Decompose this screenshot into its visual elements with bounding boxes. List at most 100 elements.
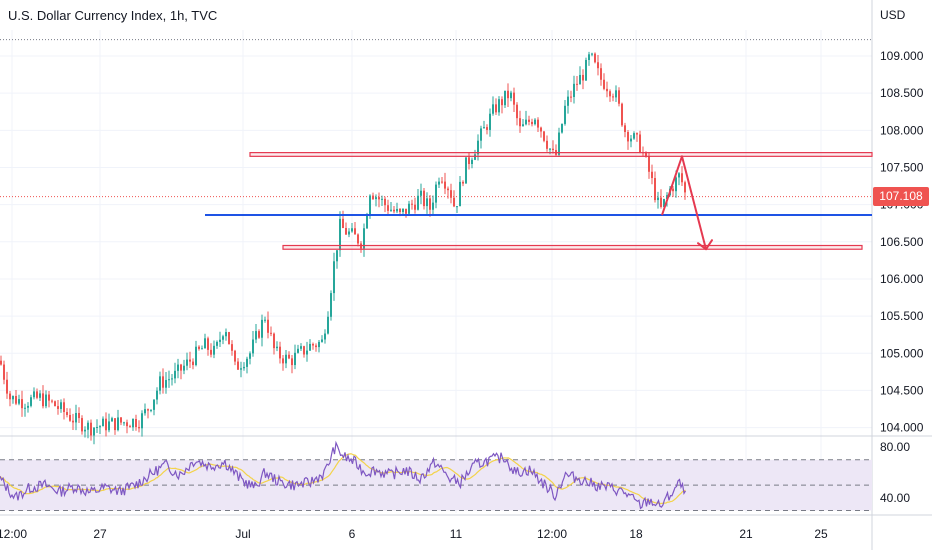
candle-body (321, 339, 323, 342)
candle-body (630, 138, 632, 142)
rsi-tick-label: 80.00 (880, 440, 910, 454)
candle-body (165, 380, 167, 388)
candle-body (528, 119, 530, 122)
time-tick-label: 27 (93, 527, 107, 541)
candle-body (57, 406, 59, 409)
candle-body (267, 319, 269, 333)
candle-body (309, 343, 311, 351)
candle-body (348, 231, 350, 235)
candle-body (177, 364, 179, 371)
candle-body (180, 364, 182, 371)
candle-body (564, 105, 566, 124)
candle-body (654, 178, 656, 201)
candle-body (135, 418, 137, 428)
candle-body (444, 181, 446, 189)
chart-title: U.S. Dollar Currency Index, 1h, TVC (8, 8, 218, 23)
candle-body (483, 127, 485, 129)
candle-body (381, 198, 383, 200)
candles (0, 51, 686, 445)
candle-body (24, 407, 26, 409)
candle-body (534, 119, 536, 125)
candle-body (150, 409, 152, 411)
candle-body (81, 418, 83, 432)
candle-body (114, 418, 116, 431)
candle-body (468, 157, 470, 165)
candle-body (390, 209, 392, 211)
candle-body (570, 96, 572, 98)
candle-body (273, 333, 275, 349)
candle-body (552, 148, 554, 151)
resistance-zone (249, 152, 873, 157)
time-tick-label: 18 (629, 527, 643, 541)
candle-body (0, 360, 2, 365)
candle-body (594, 53, 596, 63)
candle-body (684, 182, 686, 193)
candle-body (117, 417, 119, 431)
candle-body (522, 124, 524, 127)
candle-body (153, 399, 155, 410)
candle-body (531, 121, 533, 125)
candle-body (672, 188, 674, 192)
candle-body (363, 228, 365, 249)
candle-body (465, 157, 467, 184)
price-tick-label: 106.500 (880, 235, 924, 249)
candle-body (36, 391, 38, 398)
candle-body (612, 96, 614, 98)
candle-body (288, 354, 290, 359)
price-tick-label: 108.000 (880, 123, 924, 137)
candle-body (540, 127, 542, 132)
candle-body (48, 394, 50, 401)
candle-body (462, 181, 464, 184)
candle-body (30, 397, 32, 406)
candle-body (597, 62, 599, 69)
candle-body (15, 396, 17, 404)
candle-body (423, 190, 425, 207)
candle-body (336, 250, 338, 262)
time-tick-label: 25 (814, 527, 828, 541)
candle-body (21, 399, 23, 409)
price-tick-label: 104.500 (880, 383, 924, 397)
candle-body (639, 134, 641, 153)
candle-body (615, 90, 617, 98)
candle-body (105, 418, 107, 431)
candle-body (453, 197, 455, 207)
candle-body (138, 427, 140, 429)
candle-body (429, 198, 431, 210)
candle-body (426, 198, 428, 207)
candle-body (660, 197, 662, 207)
candle-body (474, 154, 476, 160)
candle-body (279, 346, 281, 359)
last-price-badge: 107.108 (873, 187, 929, 206)
candle-body (27, 405, 29, 408)
candle-body (171, 378, 173, 380)
candle-body (195, 346, 197, 366)
candle-body (396, 208, 398, 212)
candle-body (246, 358, 248, 367)
candle-body (621, 103, 623, 126)
candle-body (285, 354, 287, 364)
candle-body (93, 427, 95, 436)
candle-body (579, 74, 581, 85)
candle-body (339, 218, 341, 251)
candle-body (663, 198, 665, 207)
candle-body (312, 343, 314, 346)
candle-body (45, 394, 47, 407)
candle-body (576, 83, 578, 85)
candle-body (471, 159, 473, 165)
candle-body (39, 393, 41, 398)
candle-body (297, 348, 299, 353)
candle-body (387, 205, 389, 211)
candle-body (294, 352, 296, 366)
time-tick-label: 21 (739, 527, 753, 541)
candle-body (261, 319, 263, 338)
support-zone (282, 244, 863, 250)
candle-body (495, 104, 497, 113)
candle-body (477, 140, 479, 155)
price-tick-label: 106.000 (880, 272, 924, 286)
projection-path (661, 155, 707, 250)
time-tick-label: 12:00 (0, 527, 27, 541)
candle-body (624, 125, 626, 132)
candle-body (60, 402, 62, 409)
